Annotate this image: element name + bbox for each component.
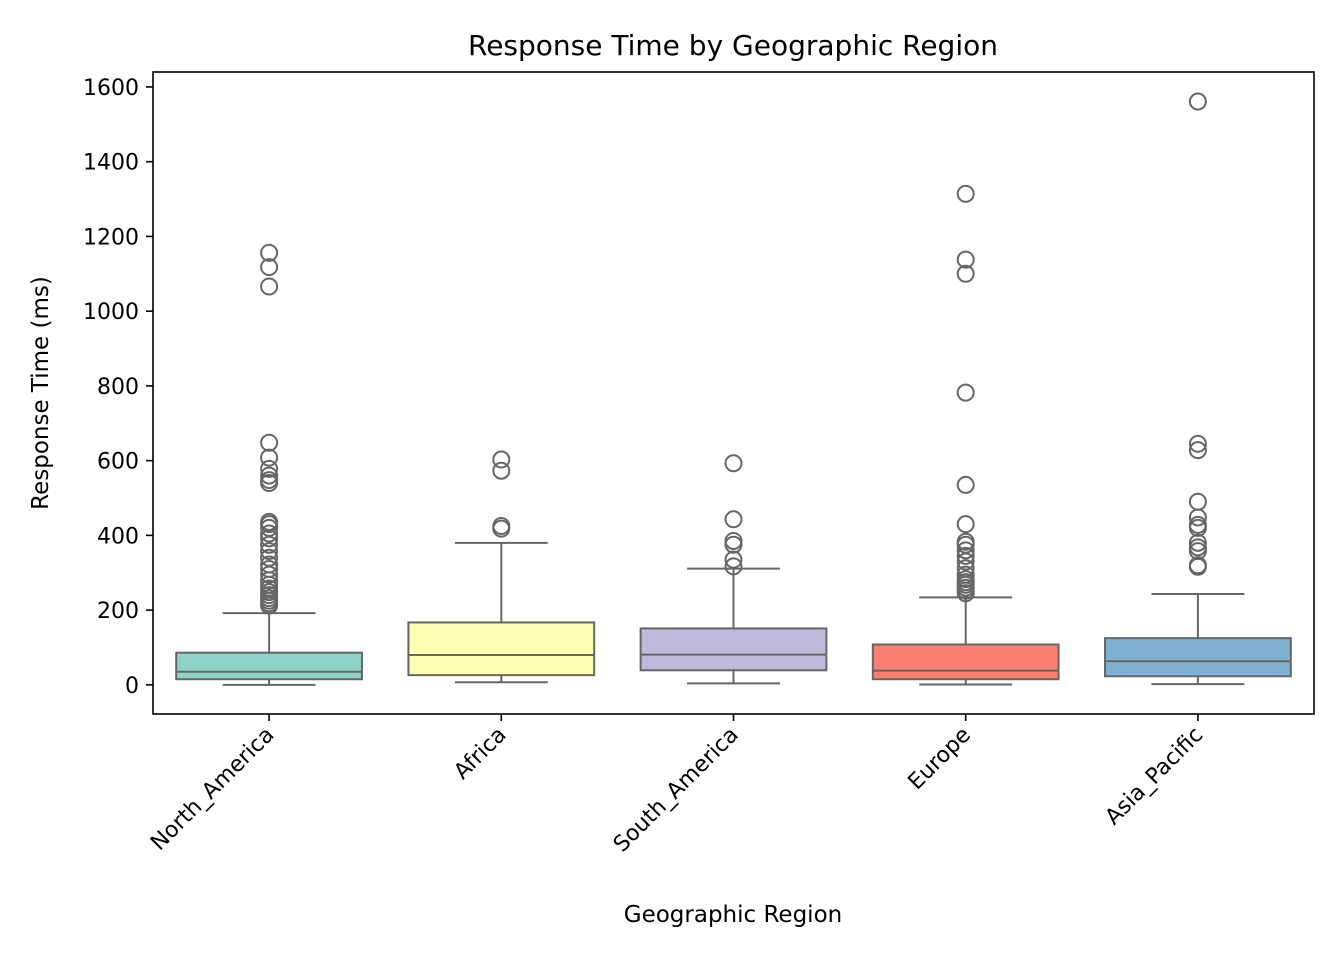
iqr-box xyxy=(1104,637,1292,678)
outlier-point xyxy=(260,542,279,561)
outlier-point xyxy=(724,454,743,473)
box-Europe xyxy=(871,184,1060,686)
outlier-point xyxy=(956,541,975,560)
y-tick-label: 1400 xyxy=(83,151,139,176)
y-tick-label: 200 xyxy=(97,599,139,624)
outlier-point xyxy=(260,258,279,277)
outlier-point xyxy=(724,531,743,550)
outlier-point xyxy=(724,557,743,576)
y-tick-label: 1200 xyxy=(83,225,139,250)
y-tick-label: 0 xyxy=(125,674,139,699)
box-South_America xyxy=(639,454,828,685)
plot-area xyxy=(175,92,1292,686)
outlier-point xyxy=(260,433,279,452)
outlier-point xyxy=(260,560,279,579)
outlier-point xyxy=(260,471,279,490)
y-axis: 0 200 400 600 800 1000 1200 1400 1600 xyxy=(83,76,153,699)
outlier-point xyxy=(260,524,279,543)
outlier-point xyxy=(1188,515,1207,534)
outlier-point xyxy=(956,475,975,494)
iqr-box xyxy=(175,651,363,681)
outlier-point xyxy=(956,570,975,589)
outlier-point xyxy=(1188,441,1207,460)
outlier-point xyxy=(1188,538,1207,557)
outlier-point xyxy=(724,535,743,554)
outlier-point xyxy=(260,277,279,296)
outlier-point xyxy=(1188,556,1207,575)
x-axis: North_America Africa South_America Europe As… xyxy=(146,714,1208,857)
y-tick-label: 600 xyxy=(97,450,139,475)
box-Asia_Pacific xyxy=(1104,92,1292,686)
box-North_America xyxy=(175,243,363,686)
outlier-point xyxy=(1188,92,1207,111)
outlier-point xyxy=(724,510,743,529)
outlier-point xyxy=(956,250,975,269)
iqr-box xyxy=(407,621,596,677)
outlier-point xyxy=(492,517,511,536)
outlier-point xyxy=(260,548,279,567)
outlier-point xyxy=(260,512,279,531)
outlier-point xyxy=(956,264,975,283)
x-tick-label: South_America xyxy=(609,723,744,858)
outlier-point xyxy=(492,450,511,469)
outlier-point xyxy=(956,565,975,584)
outlier-point xyxy=(956,546,975,565)
outlier-point xyxy=(724,550,743,569)
outlier-point xyxy=(1188,492,1207,511)
x-axis-label: Geographic Region xyxy=(624,902,842,928)
outlier-point xyxy=(260,466,279,485)
outlier-point xyxy=(956,515,975,534)
outlier-point xyxy=(260,448,279,467)
outlier-point xyxy=(492,461,511,480)
x-tick-label: Asia_Pacific xyxy=(1101,723,1209,831)
y-tick-label: 400 xyxy=(97,524,139,549)
chart-title: Response Time by Geographic Region xyxy=(468,29,998,62)
iqr-box xyxy=(871,643,1060,681)
y-tick-label: 1000 xyxy=(83,300,139,325)
box-Africa xyxy=(407,450,596,684)
iqr-box xyxy=(639,627,828,672)
x-tick-label: North_America xyxy=(146,723,279,856)
outlier-point xyxy=(260,243,279,262)
outlier-point xyxy=(260,555,279,574)
outlier-point xyxy=(1188,434,1207,453)
y-tick-label: 1600 xyxy=(83,76,139,101)
x-tick-label: Europe xyxy=(904,723,976,795)
y-axis-label: Response Time (ms) xyxy=(28,276,54,510)
y-tick-label: 800 xyxy=(97,375,139,400)
x-tick-label: Africa xyxy=(449,723,511,785)
outlier-point xyxy=(1188,533,1207,552)
outlier-point xyxy=(956,383,975,402)
outlier-point xyxy=(956,559,975,578)
outlier-point xyxy=(956,532,975,551)
outlier-point xyxy=(956,184,975,203)
outlier-point xyxy=(260,459,279,478)
